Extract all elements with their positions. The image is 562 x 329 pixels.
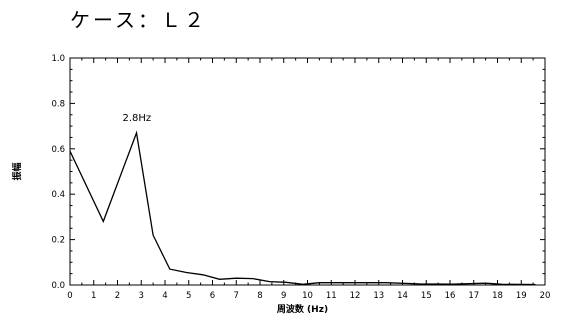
y-tick-label: 1.0	[51, 54, 65, 64]
chart-title: ケース：Ｌ２	[70, 8, 207, 32]
x-tick-label: 8	[257, 291, 262, 301]
y-tick-label: 0.4	[51, 190, 65, 200]
x-tick-label: 10	[302, 291, 313, 301]
tick-labels: 0 1 2 3 4 5 6 7 8 9 10 11 12 13 14 15 16 17 18 19 200.00.20.…	[51, 54, 550, 301]
y-axis-label: 振幅	[11, 162, 23, 180]
y-tick-label: 0.2	[51, 236, 65, 246]
x-tick-label: 9	[281, 291, 286, 301]
x-tick-label: 2	[115, 291, 120, 301]
axis-ticks	[69, 57, 546, 286]
y-tick-label: 0.6	[51, 145, 65, 155]
x-tick-label: 1	[91, 291, 96, 301]
peak-annotation: 2.8Hz	[123, 113, 152, 124]
x-tick-label: 0	[67, 291, 72, 301]
x-tick-label: 16	[445, 291, 456, 301]
x-tick-label: 19	[516, 291, 527, 301]
x-tick-label: 4	[162, 291, 167, 301]
x-tick-label: 17	[468, 291, 479, 301]
y-tick-label: 0.0	[51, 281, 65, 291]
series-line-0	[69, 130, 536, 286]
x-tick-label: 13	[373, 291, 384, 301]
x-tick-label: 14	[397, 291, 408, 301]
plot-area	[69, 57, 546, 286]
x-tick-label: 15	[421, 291, 432, 301]
x-tick-label: 6	[210, 291, 215, 301]
plot-frame	[69, 57, 546, 286]
x-tick-label: 20	[540, 291, 551, 301]
x-tick-label: 18	[492, 291, 503, 301]
x-tick-label: 12	[350, 291, 361, 301]
series-layer	[69, 130, 536, 286]
x-tick-label: 5	[186, 291, 191, 301]
x-axis-label: 周波数 (Hz)	[277, 303, 328, 315]
y-tick-label: 0.8	[51, 99, 65, 109]
x-tick-label: 3	[139, 291, 144, 301]
x-tick-label: 7	[234, 291, 239, 301]
x-tick-label: 11	[326, 291, 337, 301]
annotations: 2.8Hz	[123, 113, 152, 124]
